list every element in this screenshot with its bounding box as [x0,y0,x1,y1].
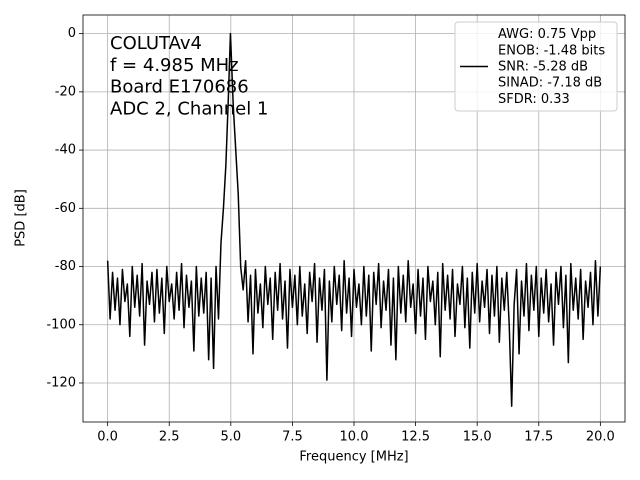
x-tick-label: 7.5 [282,430,303,445]
legend: AWG: 0.75 Vpp ENOB: -1.48 bits SNR: -5.28 … [454,21,618,112]
x-tick-label: 2.5 [159,430,180,445]
annotation: Board E170686 [110,77,249,98]
plot-frame [82,14,626,423]
annotation: f = 4.985 MHz [110,55,239,76]
x-tick-label: 12.5 [401,430,430,445]
y-tick-label: -100 [46,317,76,332]
y-tick-label: -40 [55,143,76,158]
y-tick-label: 0 [68,26,76,41]
x-tick-label: 5.0 [220,430,241,445]
annotation: COLUTAv4 [110,33,202,54]
legend-box [454,21,618,112]
y-axis-label: PSD [dB] [14,189,29,247]
x-tick-label: 10.0 [340,430,369,445]
x-tick-label: 15.0 [463,430,492,445]
x-tick-label: 17.5 [524,430,553,445]
data-line [106,32,602,408]
y-tick-label: -120 [46,375,76,390]
x-tick-label: 0.0 [97,430,118,445]
y-tick-label: -20 [55,84,76,99]
y-tick-label: -60 [55,201,76,216]
annotation: ADC 2, Channel 1 [110,98,268,119]
x-tick-label: 20.0 [586,430,615,445]
x-axis-label: Frequency [MHz] [299,450,408,465]
legend-label: AWG: 0.75 Vpp ENOB: -1.48 bits SNR: -5.28 … [498,27,605,107]
y-tick-label: -80 [55,259,76,274]
